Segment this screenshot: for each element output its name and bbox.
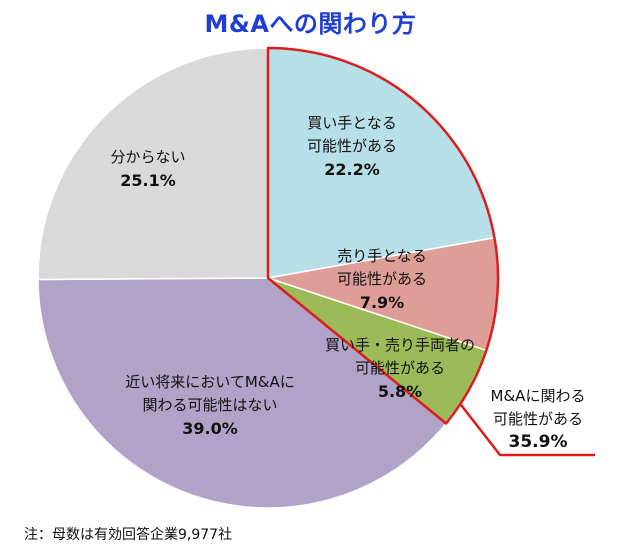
label-seller-text: 可能性がある xyxy=(336,270,427,288)
group-annotation-text: 可能性がある xyxy=(492,410,583,428)
footnote: 注：母数は有効回答企業9,977社 xyxy=(24,527,233,543)
label-seller-text: 売り手となる xyxy=(337,247,427,265)
label-no-involvement-text: 近い将来においてM&Aに xyxy=(125,373,295,391)
label-both-value: 5.8% xyxy=(377,382,423,401)
label-buyer-value: 22.2% xyxy=(324,160,380,179)
group-highlight-outline xyxy=(266,46,500,425)
label-seller: 売り手となる 可能性がある 7.9% xyxy=(312,245,452,314)
slice-unknown xyxy=(37,47,269,281)
label-buyer: 買い手となる 可能性がある 22.2% xyxy=(277,112,427,181)
label-unknown-text: 分からない xyxy=(110,148,186,166)
label-buyer-text: 可能性がある xyxy=(306,137,397,155)
group-leader-line xyxy=(459,403,595,457)
label-both-text: 買い手・売り手両者の xyxy=(324,336,475,354)
label-both: 買い手・売り手両者の 可能性がある 5.8% xyxy=(295,334,505,403)
label-seller-value: 7.9% xyxy=(359,293,405,312)
label-no-involvement: 近い将来においてM&Aに 関わる可能性はない 39.0% xyxy=(90,371,330,440)
label-no-involvement-value: 39.0% xyxy=(182,419,238,438)
group-annotation: M&Aに関わる 可能性がある 35.9% xyxy=(478,385,598,454)
label-unknown-value: 25.1% xyxy=(120,171,176,190)
group-annotation-value: 35.9% xyxy=(508,432,568,452)
group-annotation-text: M&Aに関わる xyxy=(490,387,586,405)
label-buyer-text: 買い手となる xyxy=(307,114,397,132)
chart-title: M&Aへの関わり方 xyxy=(204,10,417,38)
slice-no-involvement xyxy=(37,277,448,509)
label-both-text: 可能性がある xyxy=(354,359,445,377)
label-unknown: 分からない 25.1% xyxy=(78,146,218,192)
label-no-involvement-text: 関わる可能性はない xyxy=(142,396,278,414)
